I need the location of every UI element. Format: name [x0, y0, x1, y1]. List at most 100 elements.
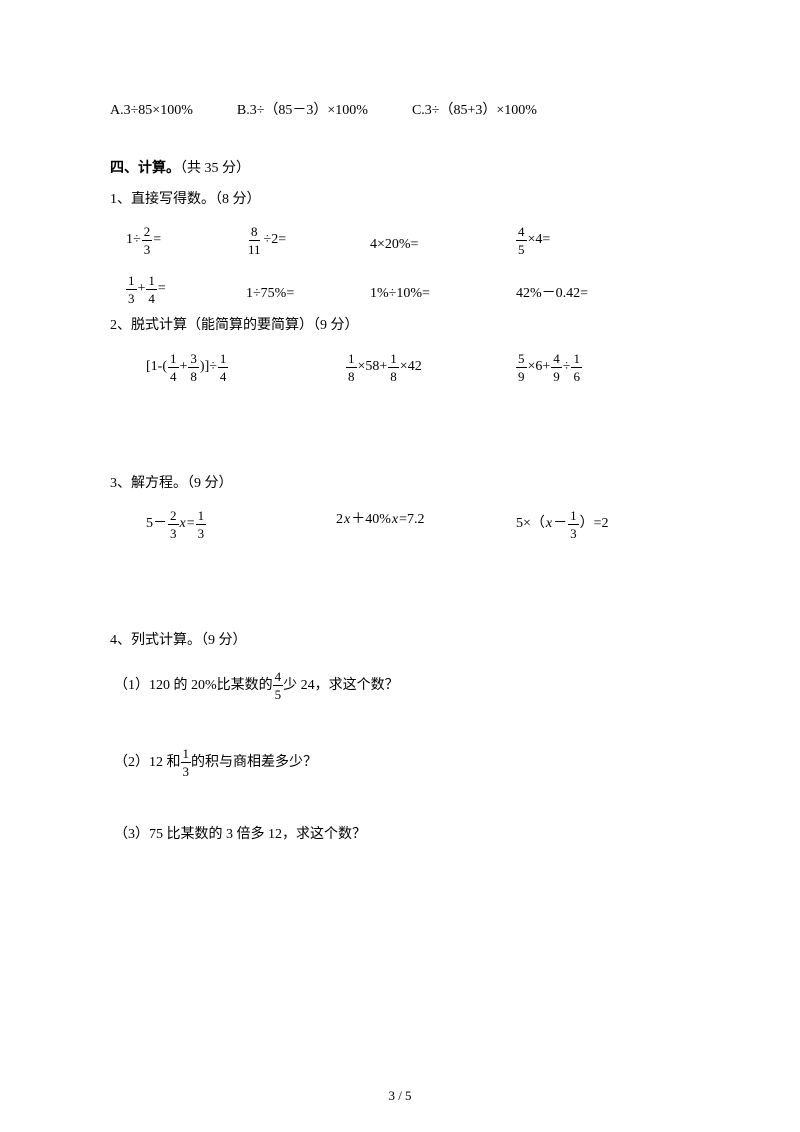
option-c: C.3÷（85+3）×100%	[412, 100, 537, 122]
q3-equation-3: 5×（ x － 13 ）=2	[516, 509, 686, 540]
question-1-label: 1、直接写得数。（8 分）	[110, 189, 690, 211]
fraction: 49	[551, 352, 562, 383]
q1-item-2: 811 ÷2=	[246, 225, 370, 256]
option-a: A.3÷85×100%	[110, 100, 193, 122]
section-4-title: 四、计算。	[110, 161, 180, 176]
variable-x: x	[344, 509, 350, 531]
text: 5－	[146, 513, 167, 535]
fraction: 13	[181, 747, 192, 778]
fraction: 13	[196, 509, 207, 540]
variable-x: x	[392, 509, 398, 531]
text: 5×（	[516, 513, 545, 535]
section-4-points: （共 35 分）	[180, 161, 250, 176]
text: 1÷	[126, 229, 141, 251]
numerator: 1	[346, 352, 357, 368]
denominator: 8	[388, 368, 399, 383]
text: 1÷75%=	[246, 283, 294, 305]
page-content: A.3÷85×100% B.3÷（85－3）×100% C.3÷（85+3）×1…	[0, 0, 800, 933]
text: =	[153, 229, 161, 251]
q1-item-3: 4×20%=	[370, 234, 516, 256]
q1-row-2: 13 + 14 = 1÷75%= 1%÷10%= 42%－0.42=	[126, 274, 690, 305]
q4-word-2: （2）12 和 13 的积与商相差多少？	[114, 747, 690, 778]
fraction: 18	[388, 352, 399, 383]
text: 1%÷10%=	[370, 283, 430, 305]
q3-equation-2: 2 x ＋40% x =7.2	[336, 509, 516, 540]
fraction: 45	[516, 225, 527, 256]
multiple-choice-options: A.3÷85×100% B.3÷（85－3）×100% C.3÷（85+3）×1…	[110, 100, 690, 122]
numerator: 4	[516, 225, 527, 241]
text: 4×20%=	[370, 234, 418, 256]
denominator: 3	[196, 525, 207, 540]
numerator: 2	[168, 509, 179, 525]
text: ÷2=	[264, 229, 287, 251]
fraction: 16	[571, 352, 582, 383]
numerator: 4	[273, 670, 284, 686]
q2-problem-1: [1-( 14 + 38 )]÷ 14	[146, 352, 346, 383]
text: （2）12 和	[114, 752, 181, 774]
numerator: 4	[551, 352, 562, 368]
denominator: 5	[516, 241, 527, 256]
q1-item-4: 45 ×4=	[516, 225, 656, 256]
text: 少 24，求这个数？	[283, 675, 399, 697]
fraction: 23	[168, 509, 179, 540]
numerator: 2	[142, 225, 153, 241]
denominator: 3	[126, 290, 137, 305]
fraction: 14	[218, 352, 229, 383]
numerator: 1	[218, 352, 229, 368]
q1-item-1: 1÷ 23 =	[126, 225, 246, 256]
fraction: 59	[516, 352, 527, 383]
q1-item-7: 1%÷10%=	[370, 283, 516, 305]
q1-item-8: 42%－0.42=	[516, 283, 656, 305]
denominator: 11	[246, 241, 263, 256]
denominator: 4	[168, 368, 179, 383]
text: （3）75 比某数的 3 倍多 12，求这个数？	[114, 827, 366, 842]
numerator: 3	[188, 352, 199, 368]
text: =	[158, 278, 166, 300]
fraction: 14	[168, 352, 179, 383]
fraction: 45	[273, 670, 284, 701]
denominator: 9	[516, 368, 527, 383]
text: +	[138, 278, 146, 300]
text: ×42	[400, 356, 422, 378]
q3-equations: 5－ 23 x = 13 2 x ＋40% x =7.2 5×（ x － 13	[146, 509, 690, 540]
text: =	[187, 513, 195, 535]
fraction: 13	[568, 509, 579, 540]
numerator: 1	[168, 352, 179, 368]
denominator: 9	[551, 368, 562, 383]
text: ÷	[563, 356, 571, 378]
question-4-label: 4、列式计算。（9 分）	[110, 630, 690, 652]
numerator: 1	[196, 509, 207, 525]
fraction: 14	[146, 274, 157, 305]
denominator: 3	[181, 763, 192, 778]
q1-item-5: 13 + 14 =	[126, 274, 246, 305]
q2-problem-3: 59 ×6+ 49 ÷ 16	[516, 352, 676, 383]
denominator: 6	[571, 368, 582, 383]
text: +	[180, 356, 188, 378]
q1-row-1: 1÷ 23 = 811 ÷2= 4×20%= 45 ×4=	[126, 225, 690, 256]
fraction: 23	[142, 225, 153, 256]
variable-x: x	[546, 513, 552, 535]
text: ×58+	[358, 356, 388, 378]
denominator: 5	[273, 686, 284, 701]
numerator: 1	[126, 274, 137, 290]
q2-problem-2: 18 ×58+ 18 ×42	[346, 352, 516, 383]
text: 2	[336, 509, 343, 531]
numerator: 1	[388, 352, 399, 368]
question-3-label: 3、解方程。（9 分）	[110, 473, 690, 495]
text: ＋40%	[351, 509, 391, 531]
section-4-heading: 四、计算。（共 35 分）	[110, 158, 690, 180]
numerator: 5	[516, 352, 527, 368]
denominator: 8	[188, 368, 199, 383]
q3-equation-1: 5－ 23 x = 13	[146, 509, 336, 540]
question-2-label: 2、脱式计算（能简算的要简算）（9 分）	[110, 315, 690, 337]
fraction: 13	[126, 274, 137, 305]
q4-word-3: （3）75 比某数的 3 倍多 12，求这个数？	[114, 824, 690, 846]
q2-problems: [1-( 14 + 38 )]÷ 14 18 ×58+ 18 ×42 59 ×6…	[146, 352, 690, 383]
denominator: 4	[218, 368, 229, 383]
fraction: 811	[246, 225, 263, 256]
option-b: B.3÷（85－3）×100%	[237, 100, 368, 122]
denominator: 8	[346, 368, 357, 383]
denominator: 3	[568, 525, 579, 540]
text: 42%－0.42=	[516, 283, 588, 305]
numerator: 1	[568, 509, 579, 525]
